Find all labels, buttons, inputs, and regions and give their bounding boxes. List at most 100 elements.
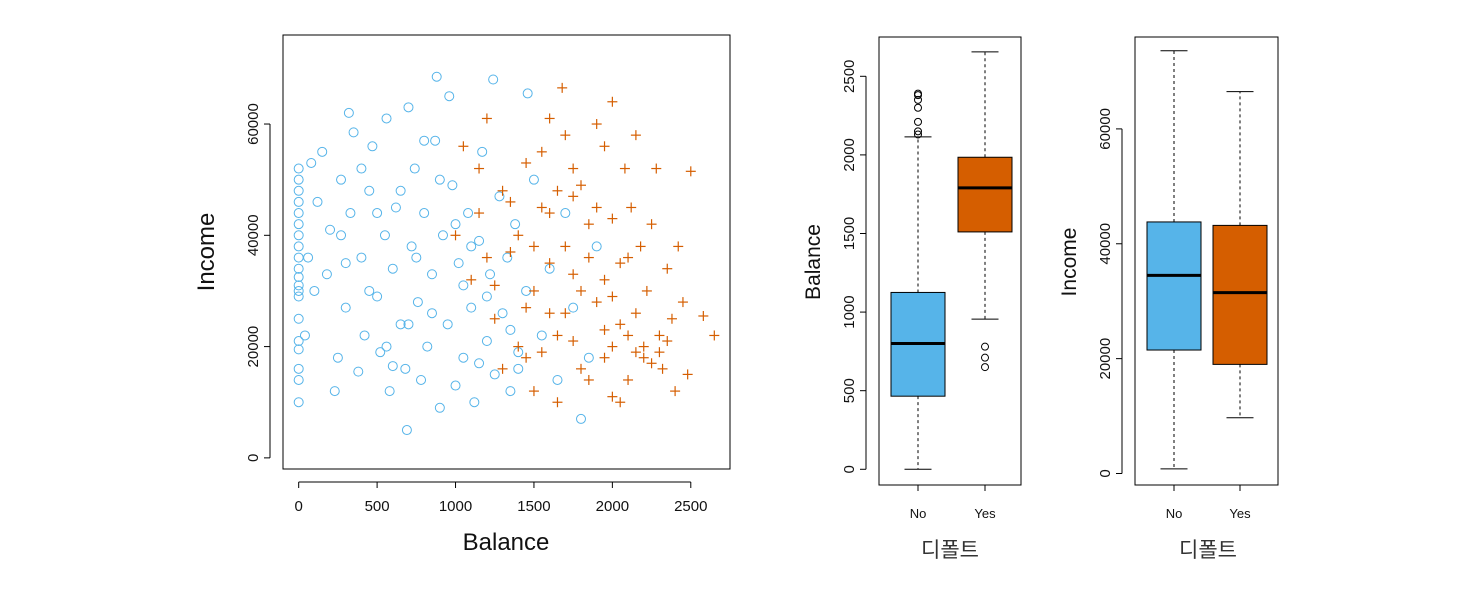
scatter-point-yes (626, 202, 637, 213)
scatter-point-no (552, 374, 563, 385)
scatter-point-yes (623, 252, 634, 263)
scatter-point-no (293, 174, 304, 185)
scatter-point-no (395, 185, 406, 196)
scatter-point-yes (599, 324, 610, 335)
y-tick-label: 0 (841, 465, 858, 473)
scatter-point-yes (662, 336, 673, 347)
scatter-point-no (481, 291, 492, 302)
scatter-point-yes (662, 263, 673, 274)
scatter-point-no (293, 344, 304, 355)
scatter-panel: 0 500 1000 1500 2000 2500 0 20000 40000 60000 Ba… (193, 34, 731, 556)
scatter-point-yes (599, 352, 610, 363)
scatter-point-no (422, 341, 433, 352)
scatter-point-no (345, 208, 356, 219)
scatter-point-no (437, 230, 448, 241)
scatter-point-no (401, 425, 412, 436)
scatter-point-yes (544, 258, 555, 269)
scatter-point-no (293, 374, 304, 385)
balance-y-axis-title: Balance (802, 224, 825, 300)
income-x-axis: No Yes (1166, 484, 1251, 521)
scatter-point-yes (591, 119, 602, 130)
scatter-point-no (560, 208, 571, 219)
y-tick-label: 20000 (1097, 338, 1114, 380)
scatter-point-yes (489, 280, 500, 291)
scatter-point-yes (568, 336, 579, 347)
scatter-point-yes (481, 113, 492, 124)
box-iqr (957, 156, 1013, 233)
scatter-point-yes (576, 285, 586, 296)
scatter-point-yes (466, 274, 477, 285)
y-tick-label: 2500 (841, 60, 858, 93)
scatter-point-yes (497, 363, 508, 374)
scatter-point-yes (474, 163, 485, 174)
scatter-point-yes (536, 146, 547, 157)
scatter-point-no (336, 174, 347, 185)
box-iqr (1146, 221, 1202, 351)
scatter-point-no (406, 241, 417, 252)
scatter-point-yes (623, 374, 634, 385)
scatter-point-yes (635, 241, 646, 252)
scatter-point-no (447, 180, 458, 191)
scatter-point-no (356, 163, 367, 174)
scatter-point-no (293, 363, 304, 374)
scatter-point-no (474, 235, 485, 246)
x-category-label: Yes (1229, 506, 1251, 521)
scatter-point-yes (474, 208, 485, 219)
scatter-y-tick-label: 60000 (245, 103, 262, 145)
scatter-point-no (321, 269, 332, 280)
scatter-x-tick-label: 1000 (439, 498, 472, 515)
scatter-point-no (381, 341, 392, 352)
scatter-point-no (583, 352, 594, 363)
scatter-point-yes (607, 96, 618, 107)
scatter-y-axis: 0 20000 40000 60000 (245, 103, 271, 462)
scatter-point-yes (521, 352, 532, 363)
scatter-point-no (510, 219, 521, 230)
scatter-point-yes (552, 330, 563, 341)
scatter-point-yes (673, 241, 684, 252)
scatter-point-no (329, 386, 340, 397)
scatter-point-yes (654, 330, 665, 341)
scatter-point-yes (615, 258, 626, 269)
scatter-point-no (293, 280, 304, 291)
balance-x-axis-title: 디폴트 (921, 538, 979, 562)
scatter-point-no (505, 386, 516, 397)
scatter-point-no (416, 374, 427, 385)
scatter-point-no (430, 135, 441, 146)
scatter-point-no (469, 397, 480, 408)
scatter-point-no (434, 174, 445, 185)
scatter-point-yes (630, 347, 641, 358)
scatter-x-tick-label: 2000 (596, 498, 629, 515)
scatter-point-yes (651, 163, 662, 174)
scatter-point-no (387, 263, 398, 274)
scatter-point-no (353, 366, 364, 377)
scatter-point-no (411, 252, 422, 263)
scatter-point-yes (521, 302, 532, 313)
scatter-point-no (293, 163, 304, 174)
y-tick-label: 0 (1097, 469, 1114, 477)
scatter-point-no (494, 191, 505, 202)
scatter-plot-frame (282, 34, 731, 470)
scatter-point-no (364, 285, 375, 296)
balance-boxplot-panel: 0 500 1000 1500 2000 2500 No Yes 디폴트 Balance (802, 36, 1022, 562)
balance-y-axis: 0 500 1000 1500 2000 2500 (841, 60, 867, 473)
scatter-point-no (458, 352, 469, 363)
scatter-point-no (293, 336, 304, 347)
scatter-y-tick-label: 40000 (245, 214, 262, 256)
outlier-point (914, 91, 922, 100)
y-tick-label: 2000 (841, 138, 858, 171)
scatter-point-no (419, 135, 430, 146)
scatter-point-yes (481, 252, 492, 263)
scatter-point-yes (646, 358, 657, 369)
scatter-point-no (367, 141, 378, 152)
scatter-point-no (293, 285, 304, 296)
income-boxplot-panel: 0 20000 40000 60000 No Yes 디폴트 Income (1058, 36, 1279, 562)
scatter-point-no (458, 280, 469, 291)
scatter-point-no (403, 319, 414, 330)
y-tick-label: 1500 (841, 217, 858, 250)
scatter-point-yes (513, 230, 524, 241)
scatter-point-yes (497, 185, 508, 196)
y-tick-label: 40000 (1097, 223, 1114, 265)
scatter-point-no (427, 308, 437, 319)
scatter-point-yes (698, 310, 709, 321)
outlier-point (981, 363, 989, 372)
